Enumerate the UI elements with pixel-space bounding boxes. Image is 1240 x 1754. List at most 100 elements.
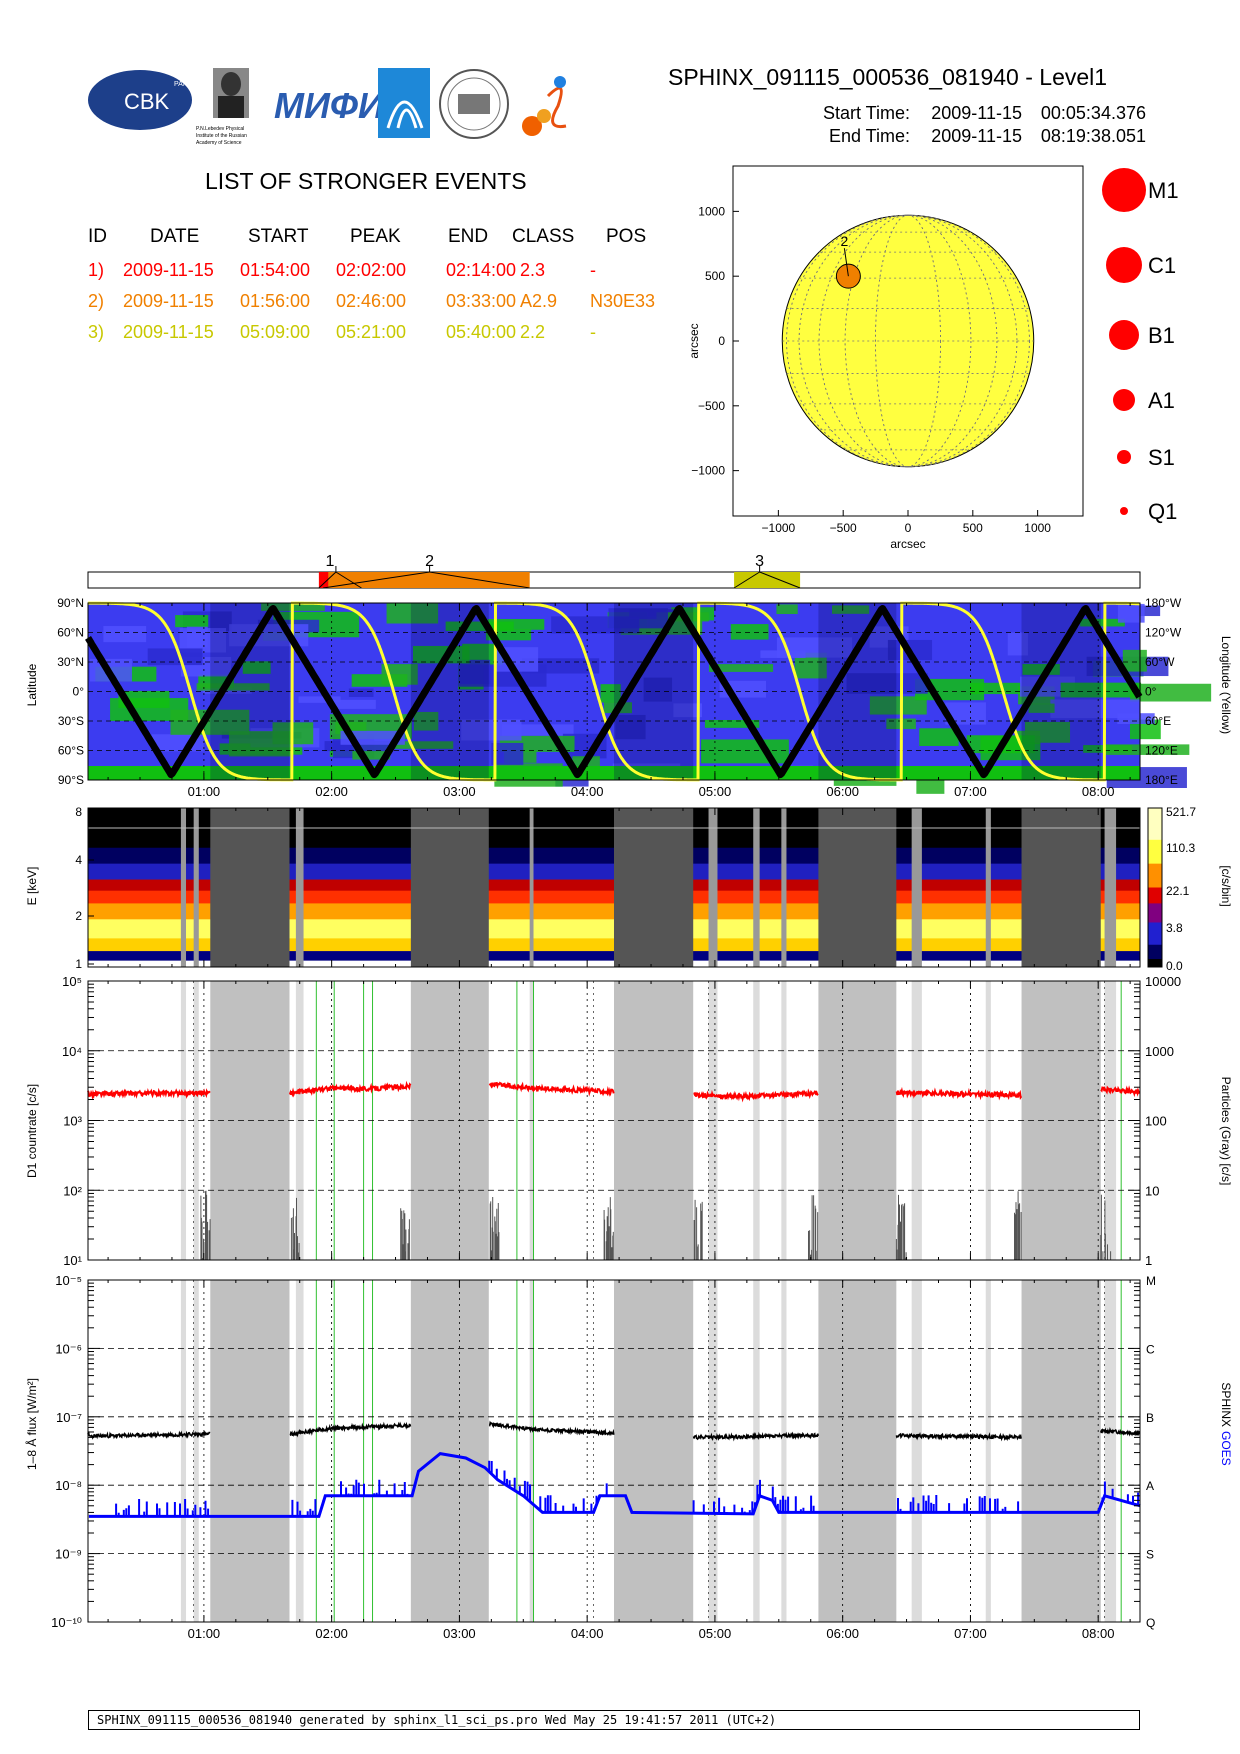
longitude-track <box>88 601 1140 782</box>
orbit-ytick-label: 30°N <box>57 655 84 669</box>
longitude-grid-line <box>844 214 972 468</box>
sphinx-series <box>87 1420 1140 1442</box>
event-1-bar-label: 1 <box>325 553 334 570</box>
svg-text:P.N.Lebedev Physical: P.N.Lebedev Physical <box>196 126 244 132</box>
magnetic-field-cell <box>730 624 769 640</box>
eclipse-gap <box>613 808 694 967</box>
svg-text:PAN: PAN <box>174 81 188 88</box>
sun-map-xtick-label: −1000 <box>762 521 796 535</box>
event-2-rise <box>323 571 430 589</box>
particles-ytick-label: 1000 <box>1145 1044 1174 1059</box>
event-1-end: 02:14:00 <box>446 260 517 280</box>
eclipse-shade <box>613 1280 694 1622</box>
magnetic-field-cell <box>1122 649 1147 672</box>
data-gap <box>708 808 718 967</box>
colorbar-segment <box>1148 808 1162 841</box>
south-band <box>88 766 1140 780</box>
magnetic-field-cell <box>1022 663 1060 675</box>
col-class: CLASS <box>512 226 575 247</box>
event-2-leader <box>843 248 849 277</box>
svg-text:Academy of Science: Academy of Science <box>196 140 242 146</box>
event-1-start: 01:54:00 <box>240 260 311 280</box>
class-A1-label: A1 <box>1148 388 1175 413</box>
flux-panel: 10⁻⁵ 10⁻⁶ 10⁻⁷ 10⁻⁸ 10⁻⁹ 10⁻¹⁰ M C B A S Q 01:00 02:0… <box>51 1273 1156 1641</box>
event-3-peak: 05:21:00 <box>336 322 407 342</box>
goes-class-label: Q <box>1146 1616 1155 1630</box>
orbit-ytick-label-right: 0° <box>1145 685 1157 699</box>
svg-text:Institute of the Russian: Institute of the Russian <box>196 133 247 139</box>
magnetic-field-cell <box>196 683 270 691</box>
col-peak: PEAK <box>350 226 401 247</box>
sun-map: arcsec arcsec −1000 −500 0 500 1000 1000 500 0 −… <box>687 165 1084 551</box>
data-gap-shade <box>911 1280 922 1622</box>
data-gap-shade <box>295 1280 304 1622</box>
data-gap <box>753 808 760 967</box>
orbit-ylabel: Latitude <box>25 663 39 706</box>
magnetic-field-cell <box>412 645 470 664</box>
data-gap <box>180 808 187 967</box>
magnetic-field-cell <box>916 778 945 794</box>
event-2-bar-label: 2 <box>425 553 434 570</box>
eclipse-shade <box>210 1280 290 1622</box>
magnetic-field-cell <box>386 603 439 624</box>
eclipse-gap <box>1021 808 1101 967</box>
data-gap-shade <box>1104 1280 1117 1622</box>
orbit-ylabel-right: Longitude (Yellow) <box>1219 636 1233 734</box>
class-B1-label: B1 <box>1148 323 1175 348</box>
col-pos: POS <box>606 226 647 247</box>
orbit-ytick-label: 0° <box>73 685 85 699</box>
time-tick-label: 07:00 <box>954 784 987 799</box>
goes-spikes <box>115 1460 1140 1517</box>
event-2-map-label: 2 <box>840 233 848 249</box>
magnetic-field-cell <box>1129 719 1161 740</box>
colorbar-tick-label: 3.8 <box>1166 921 1183 935</box>
time-tick-label: 08:00 <box>1082 784 1115 799</box>
particles-ytick-label: 10 <box>1145 1183 1159 1198</box>
magnetic-field-cell <box>387 741 454 749</box>
magnetic-field-cell <box>776 637 853 658</box>
magnetic-field-cell <box>202 687 252 694</box>
colorbar-segment <box>1148 887 1162 904</box>
time-tick-label: 01:00 <box>188 784 221 799</box>
magnetic-field-cell <box>103 626 147 643</box>
event-2-start: 01:56:00 <box>240 291 311 311</box>
class-Q1-marker <box>1120 507 1128 515</box>
orbit-ytick-label-right: 120°W <box>1145 626 1182 640</box>
magnetic-field-cell <box>461 719 522 741</box>
magnetic-field-cell <box>708 664 774 672</box>
orbit-ytick-label-right: 180°E <box>1145 773 1178 787</box>
spectrogram-panel: 8 4 2 1 521.7 110.3 22.1 3.8 0.0 <box>75 805 1196 973</box>
magnetic-field-cell <box>1007 632 1028 656</box>
sun-map-xlabel: arcsec <box>890 537 925 551</box>
goes-class-label: B <box>1146 1411 1154 1425</box>
sun-map-ytick-label: 1000 <box>698 204 725 218</box>
colorbar-segment <box>1148 944 1162 960</box>
magnetic-field-cell <box>332 699 376 709</box>
flux-ytick-label: 10⁻⁵ <box>55 1273 82 1288</box>
orbit-ytick-label: 90°S <box>58 773 84 787</box>
data-gap <box>911 808 922 967</box>
mifi-logo: МИФИ <box>274 85 385 126</box>
magnetic-field-cell <box>600 684 621 703</box>
event-3-class: 2.2 <box>520 322 546 342</box>
data-gap <box>295 808 304 967</box>
sun-map-ytick-label: −1000 <box>691 464 725 478</box>
longitude-grid-line <box>798 214 1018 468</box>
data-gap <box>781 808 787 967</box>
end-time-row: End Time: 2009-11-15 08:19:38.051 <box>790 126 1146 147</box>
end-clock: 08:19:38.051 <box>1040 126 1146 146</box>
event-1-decay <box>335 571 362 589</box>
d1-countrate-series <box>87 1080 1141 1103</box>
time-tick-label: 08:00 <box>1082 1626 1115 1641</box>
colorbar-frame <box>1147 807 1163 968</box>
magnetic-field-cell <box>846 673 928 694</box>
sun-map-ytick-label: 500 <box>705 269 725 283</box>
colorbar-segment <box>1148 839 1162 865</box>
lebedev-logo: P.N.Lebedev Physical Institute of the Ru… <box>196 68 249 146</box>
event-3-start: 05:09:00 <box>240 322 311 342</box>
sun-logo <box>522 76 567 136</box>
colorbar-tick-label: 521.7 <box>1166 805 1196 819</box>
sphinx-legend: SPHINX <box>1219 1382 1233 1427</box>
magnetic-field-cell <box>970 682 1021 695</box>
magnetic-field-cell <box>643 677 673 702</box>
